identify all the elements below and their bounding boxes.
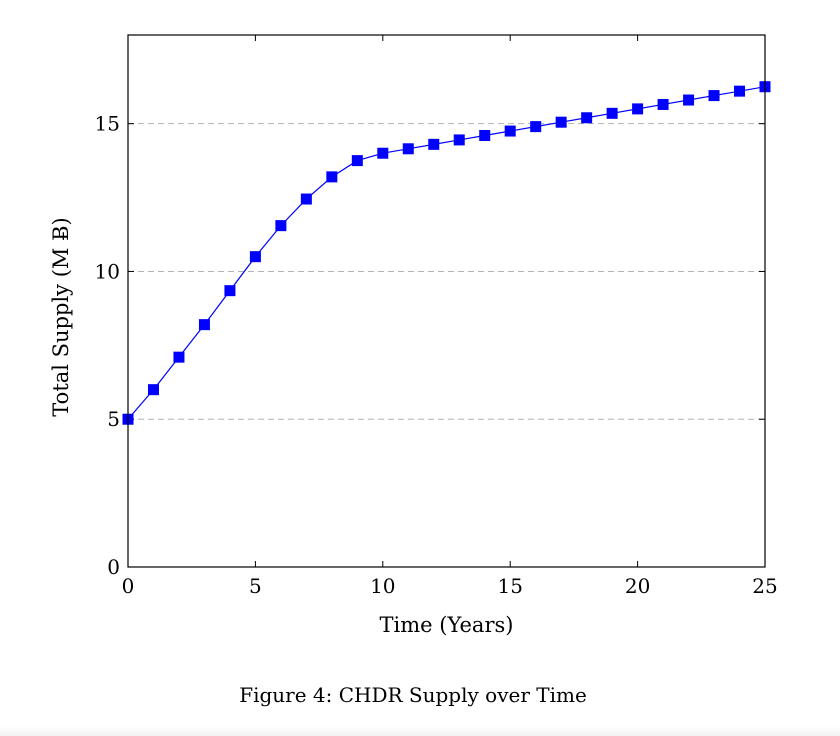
y-tick-label: 0 (107, 555, 120, 579)
x-tick-label: 20 (625, 574, 650, 598)
supply-data-point (555, 116, 567, 128)
supply-data-point (657, 98, 669, 110)
y-tick-label: 10 (95, 259, 120, 283)
supply-data-point (326, 171, 338, 183)
x-tick-label: 25 (752, 574, 777, 598)
supply-data-point (708, 90, 720, 102)
supply-data-point (147, 384, 159, 396)
y-tick-label: 15 (95, 112, 120, 136)
supply-data-point (734, 85, 746, 97)
supply-data-point (198, 319, 210, 331)
supply-data-point (479, 129, 491, 141)
supply-data-point (530, 121, 542, 133)
figure-caption: Figure 4: CHDR Supply over Time (239, 683, 587, 707)
supply-data-point (351, 155, 363, 167)
bottom-bar (0, 726, 840, 736)
tick-layer (127, 35, 766, 568)
series-layer (122, 81, 771, 425)
supply-data-point (300, 193, 312, 205)
plot-frame (127, 34, 766, 568)
supply-data-point (683, 94, 695, 106)
supply-data-point (606, 107, 618, 119)
label-layer: 0 5 10 15 0 5 10 15 20 25 (95, 112, 778, 598)
supply-data-point (504, 125, 516, 137)
supply-data-point (275, 220, 287, 232)
supply-data-point (428, 138, 440, 150)
y-tick-label: 5 (107, 407, 120, 431)
supply-data-point (453, 134, 465, 146)
supply-data-point (224, 285, 236, 297)
x-tick-label: 10 (370, 574, 395, 598)
x-tick-label: 0 (122, 574, 135, 598)
supply-series-line (127, 86, 766, 420)
supply-data-point (377, 147, 389, 159)
x-tick-label: 5 (249, 574, 262, 598)
grid-layer (128, 123, 765, 420)
supply-data-point (632, 103, 644, 115)
x-tick-label: 15 (497, 574, 522, 598)
supply-data-point (581, 112, 593, 124)
supply-data-point (249, 251, 261, 263)
x-axis-title: Time (Years) (380, 613, 514, 637)
y-axis-title: Total Supply (M Ƀ) (49, 217, 73, 416)
supply-data-point (173, 351, 185, 363)
supply-data-point (402, 143, 414, 155)
